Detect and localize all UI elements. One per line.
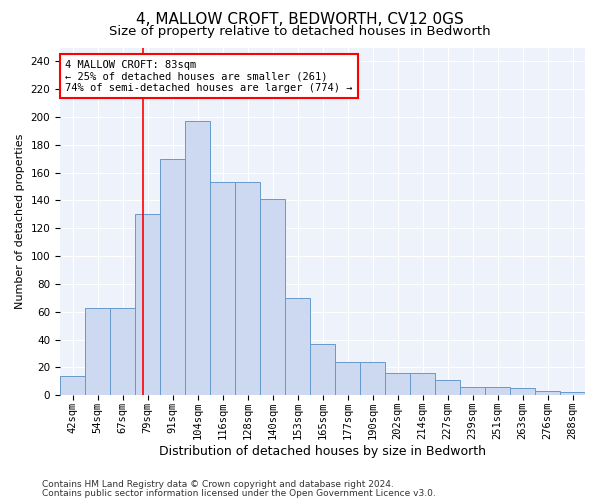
Bar: [485, 387, 510, 395]
Bar: [85, 308, 110, 395]
Bar: [160, 159, 185, 395]
Bar: [310, 344, 335, 395]
Bar: [410, 373, 435, 395]
Bar: [235, 182, 260, 395]
Bar: [60, 376, 85, 395]
Bar: [460, 387, 485, 395]
X-axis label: Distribution of detached houses by size in Bedworth: Distribution of detached houses by size …: [159, 444, 486, 458]
Bar: [435, 380, 460, 395]
Text: Contains public sector information licensed under the Open Government Licence v3: Contains public sector information licen…: [42, 489, 436, 498]
Bar: [510, 388, 535, 395]
Bar: [560, 392, 585, 395]
Bar: [260, 199, 285, 395]
Text: 4 MALLOW CROFT: 83sqm
← 25% of detached houses are smaller (261)
74% of semi-det: 4 MALLOW CROFT: 83sqm ← 25% of detached …: [65, 60, 353, 93]
Text: 4, MALLOW CROFT, BEDWORTH, CV12 0GS: 4, MALLOW CROFT, BEDWORTH, CV12 0GS: [136, 12, 464, 28]
Bar: [360, 362, 385, 395]
Y-axis label: Number of detached properties: Number of detached properties: [15, 134, 25, 309]
Bar: [385, 373, 410, 395]
Bar: [135, 214, 160, 395]
Bar: [535, 391, 560, 395]
Bar: [185, 121, 210, 395]
Bar: [335, 362, 360, 395]
Bar: [285, 298, 310, 395]
Text: Size of property relative to detached houses in Bedworth: Size of property relative to detached ho…: [109, 25, 491, 38]
Bar: [110, 308, 135, 395]
Bar: [210, 182, 235, 395]
Text: Contains HM Land Registry data © Crown copyright and database right 2024.: Contains HM Land Registry data © Crown c…: [42, 480, 394, 489]
